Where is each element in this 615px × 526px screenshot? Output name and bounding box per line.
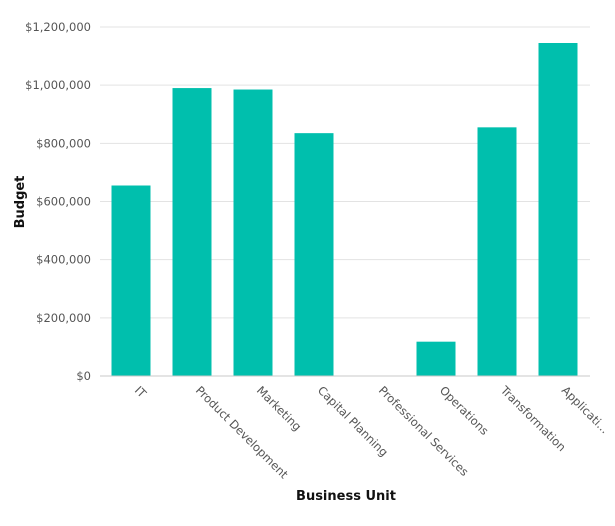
bar[interactable] (172, 88, 212, 376)
y-axis-ticks: $0 $200,000 $400,000 $600,000 $800,000 $1,000… (25, 20, 91, 383)
bar[interactable] (233, 89, 273, 376)
bar[interactable] (111, 185, 151, 376)
y-tick-label: $1,000,000 (25, 78, 91, 92)
bar[interactable] (538, 42, 578, 376)
y-axis-title: Budget (13, 176, 28, 229)
y-tick-label: $1,200,000 (25, 20, 91, 34)
x-tick-label: Applicati... (559, 383, 612, 436)
y-tick-label: $200,000 (36, 311, 91, 325)
x-tick-label: Operations (437, 383, 492, 438)
x-tick-label: Transformation (497, 383, 569, 455)
x-axis-title: Business Unit (296, 489, 396, 504)
y-tick-label: $400,000 (36, 253, 91, 267)
y-tick-label: $0 (76, 369, 91, 383)
x-tick-label: IT (132, 383, 150, 401)
x-tick-label: Marketing (254, 383, 304, 433)
bar[interactable] (294, 133, 334, 376)
bars (111, 42, 578, 377)
bar[interactable] (477, 127, 517, 377)
y-tick-label: $800,000 (36, 136, 91, 150)
y-tick-label: $600,000 (36, 195, 91, 209)
bar[interactable] (416, 341, 456, 376)
